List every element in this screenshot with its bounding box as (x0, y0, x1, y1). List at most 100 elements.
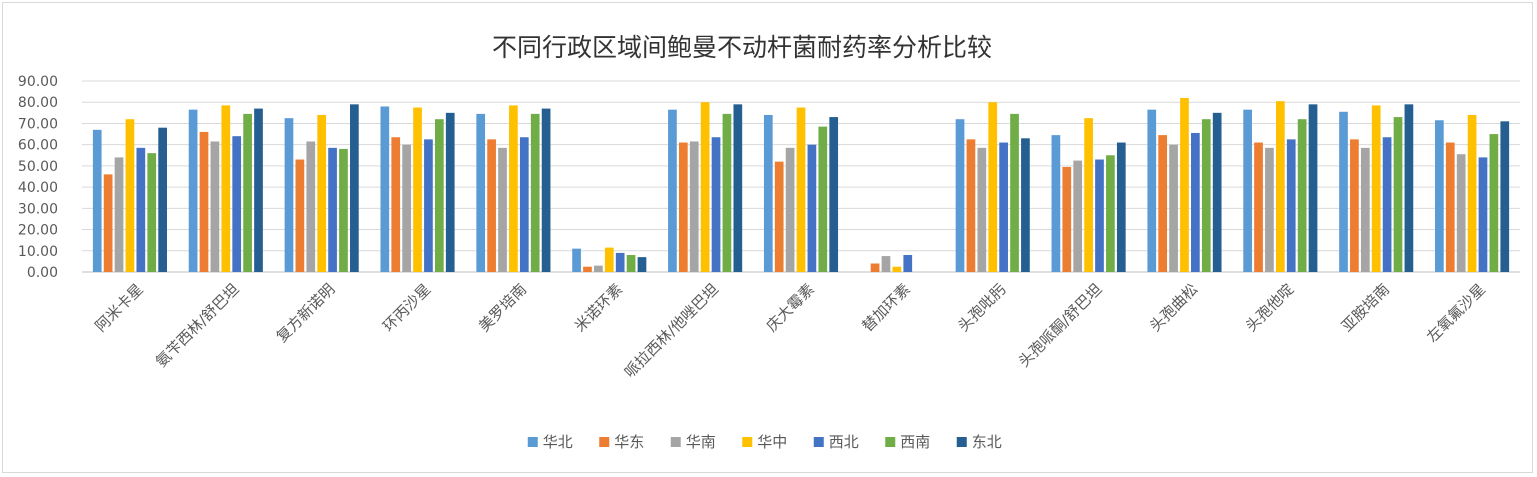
bar (774, 161, 784, 272)
bar (1180, 97, 1189, 272)
bar (1084, 118, 1093, 272)
bar (689, 141, 699, 272)
y-tick-label: 10.00 (18, 244, 58, 260)
bar (733, 104, 743, 272)
bar (1191, 132, 1200, 272)
bar (519, 137, 529, 272)
bar (604, 247, 614, 272)
bar (243, 113, 252, 272)
x-tick-label: 环丙沙星 (379, 280, 434, 335)
bar (210, 141, 220, 272)
bar (829, 117, 839, 272)
y-tick-label: 80.00 (18, 95, 58, 111)
bar (350, 104, 359, 272)
bar (295, 159, 305, 272)
bar (700, 102, 710, 272)
bar (678, 142, 688, 272)
bar (445, 112, 455, 272)
bar (188, 109, 198, 273)
bar (870, 263, 880, 272)
y-tick-label: 20.00 (18, 223, 58, 239)
y-tick-label: 30.00 (18, 201, 58, 217)
bar (583, 266, 592, 272)
bar (796, 107, 806, 272)
bar (1073, 160, 1083, 272)
bar (284, 118, 294, 272)
bar (988, 102, 998, 272)
bar (1158, 135, 1168, 272)
bar (136, 147, 146, 272)
bar (1106, 155, 1115, 272)
bar (615, 252, 625, 272)
bar (1393, 117, 1403, 272)
bar (1435, 120, 1444, 272)
bar (594, 265, 603, 272)
bar (221, 105, 231, 272)
bar (1404, 104, 1414, 272)
bar (1265, 147, 1274, 272)
bar (1500, 121, 1510, 272)
bar (1010, 113, 1019, 272)
x-tick-label: 复方新诺明 (273, 280, 339, 346)
bar (498, 147, 507, 272)
bar (785, 147, 795, 272)
y-tick-label: 70.00 (18, 116, 58, 132)
bar (955, 119, 965, 272)
chart-title: 不同行政区域间鲍曼不动杆菌耐药率分析比较 (492, 33, 992, 62)
bar (339, 148, 348, 272)
bars (92, 97, 1510, 273)
bar (1062, 166, 1072, 272)
bar (711, 137, 721, 272)
legend-swatch (527, 437, 538, 447)
x-tick-label: 替加环素 (859, 280, 914, 335)
bar (509, 105, 518, 272)
y-axis-tick-labels: 0.00 10.00 20.00 30.00 40.00 50.00 60.00 70.00 8… (18, 74, 58, 281)
bar (306, 141, 316, 272)
y-tick-label: 50.00 (18, 159, 58, 175)
legend-swatch (670, 437, 681, 447)
legend-label: 华中 (757, 433, 787, 451)
bar (572, 248, 581, 272)
legend-label: 西北 (829, 433, 859, 451)
bar (1021, 138, 1030, 272)
bar (402, 144, 411, 272)
bar (317, 114, 327, 273)
bar (114, 157, 124, 272)
bar (1095, 159, 1104, 272)
bar (1243, 109, 1252, 273)
bar (254, 108, 263, 272)
x-tick-label: 哌拉西林/他唑巴坦 (621, 280, 722, 381)
y-tick-label: 40.00 (18, 180, 58, 196)
legend-swatch (742, 437, 753, 447)
legend-swatch (813, 437, 824, 447)
bar (541, 108, 551, 272)
bar (1339, 111, 1348, 273)
bar (413, 107, 422, 272)
x-tick-label: 头孢他啶 (1242, 280, 1297, 335)
bar (199, 131, 209, 272)
bar (626, 255, 636, 272)
bar (977, 147, 987, 272)
bar (1445, 142, 1455, 272)
legend-swatch (885, 437, 896, 447)
bar (476, 113, 486, 272)
legend-label: 西南 (900, 433, 930, 451)
bar (380, 106, 390, 272)
bar (881, 256, 891, 272)
bar (903, 255, 913, 272)
bar (1308, 104, 1318, 272)
legend-label: 东北 (972, 433, 1002, 451)
bar (1169, 144, 1178, 272)
bar (391, 137, 401, 272)
bar (1275, 101, 1285, 272)
x-tick-label: 头孢哌酮/舒巴坦 (1015, 280, 1106, 371)
x-tick-label: 亚胺培南 (1338, 280, 1393, 335)
y-tick-label: 60.00 (18, 138, 58, 154)
y-tick-label: 90.00 (18, 74, 58, 90)
legend: 华北 华东 华南 华中 西北 西南 东北 (527, 433, 1002, 451)
bar (424, 139, 433, 272)
x-tick-label: 庆大霉素 (763, 280, 818, 335)
x-tick-label: 美罗培南 (475, 280, 530, 335)
bar (1489, 134, 1499, 272)
